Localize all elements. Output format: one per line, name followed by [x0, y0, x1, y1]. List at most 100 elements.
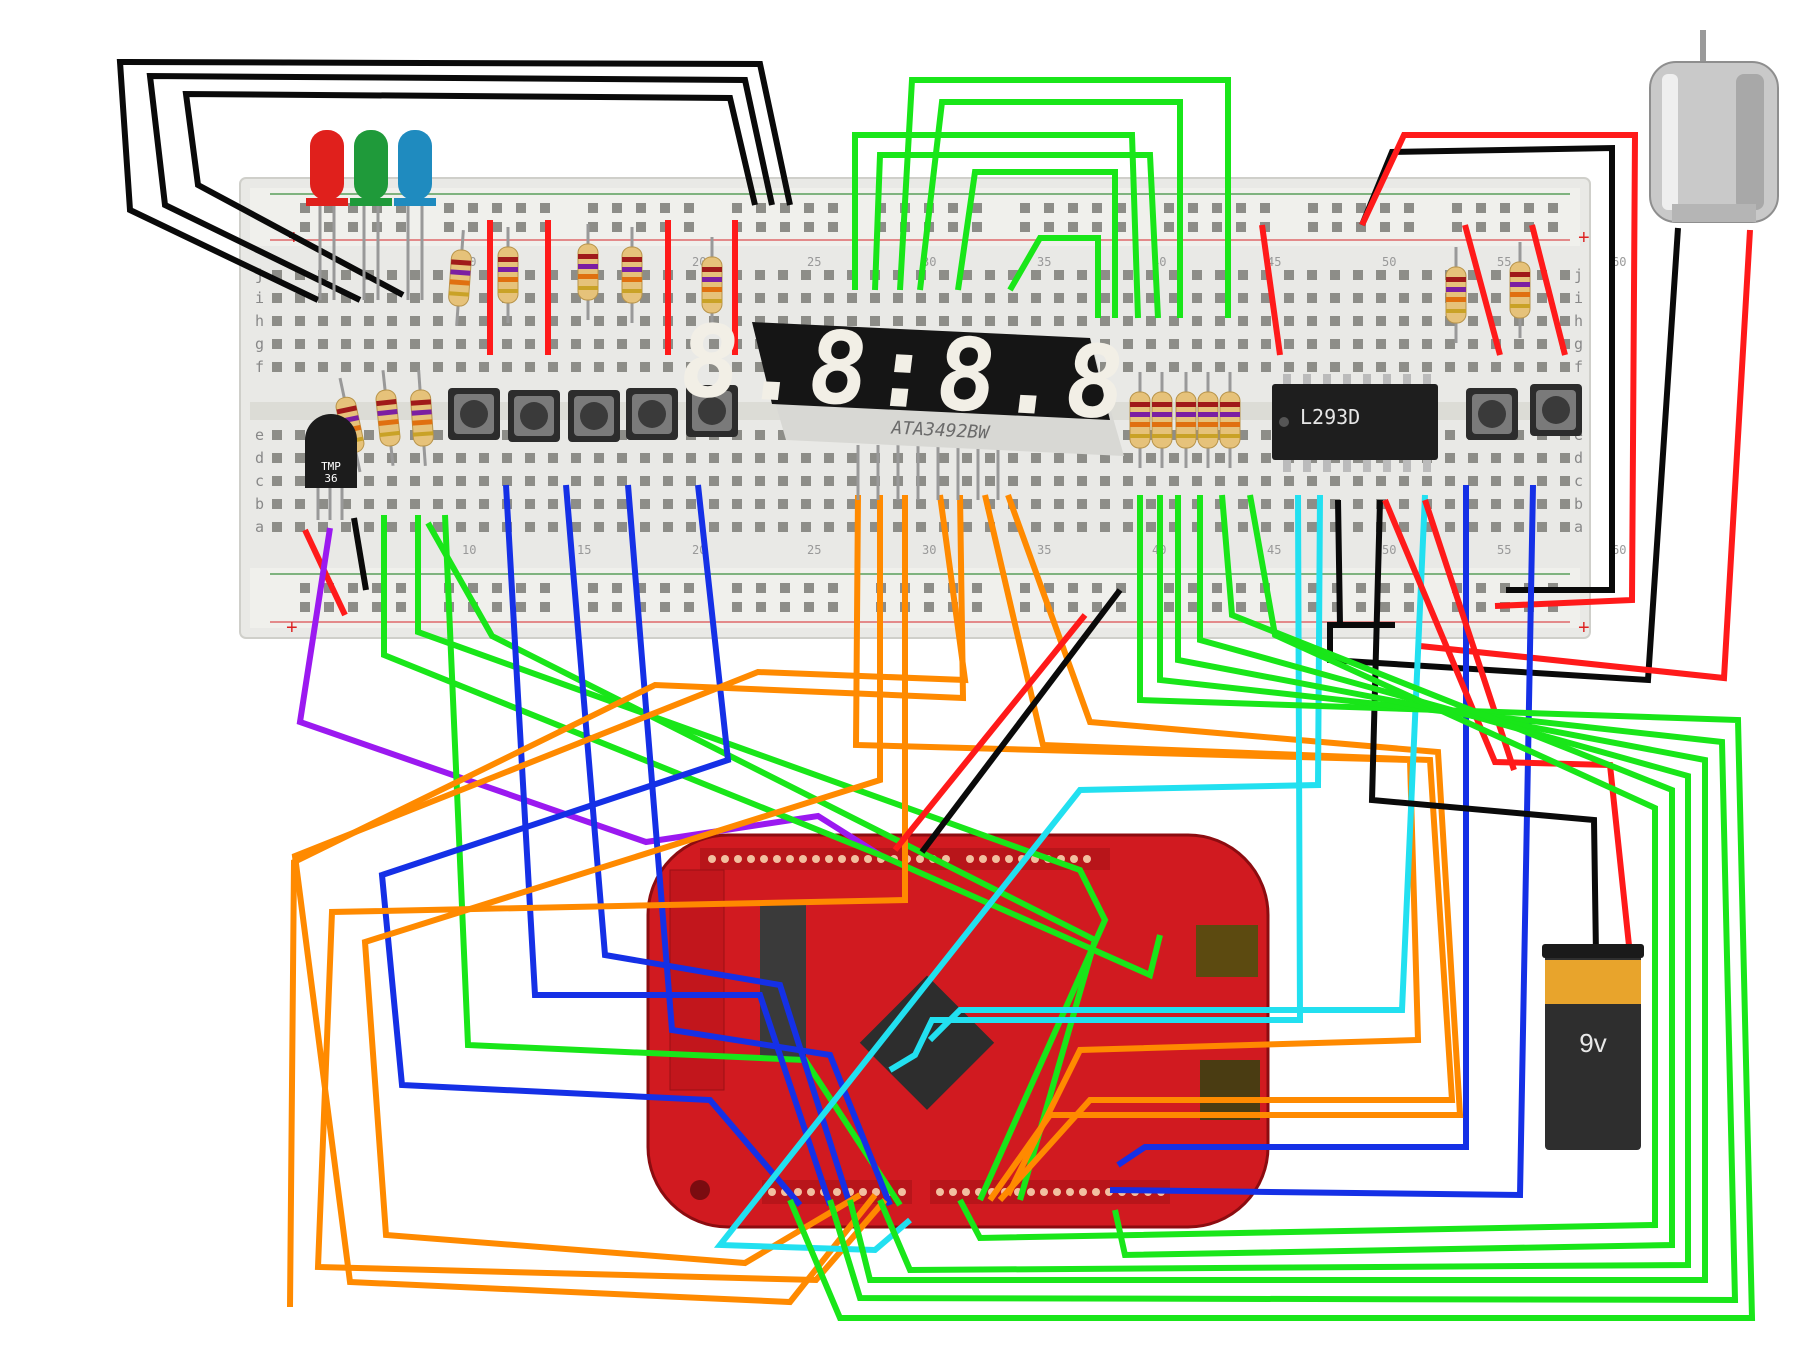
breadboard-hole: [663, 453, 673, 463]
breadboard-hole: [640, 522, 650, 532]
rail-hole: [324, 602, 334, 612]
push-button-cap: [698, 397, 726, 425]
resistor-band: [702, 287, 722, 292]
breadboard-hole: [341, 522, 351, 532]
breadboard-hole: [1054, 476, 1064, 486]
breadboard-hole: [1468, 339, 1478, 349]
rail-hole: [444, 222, 454, 232]
breadboard-hole: [1215, 339, 1225, 349]
board-pad: [859, 1188, 867, 1196]
breadboard-hole: [1491, 499, 1501, 509]
breadboard-hole: [1238, 270, 1248, 280]
board-connector-right: [1200, 1060, 1260, 1120]
breadboard-hole: [272, 453, 282, 463]
breadboard-hole: [1491, 362, 1501, 372]
breadboard-hole: [548, 522, 558, 532]
breadboard-hole: [1560, 270, 1570, 280]
resistors: [335, 224, 1531, 473]
rail-hole: [1236, 602, 1246, 612]
breadboard-hole: [456, 453, 466, 463]
breadboard-hole: [502, 430, 512, 440]
breadboard-hole: [1537, 362, 1547, 372]
wire-orange: [361, 495, 883, 1267]
breadboard-hole: [1560, 362, 1570, 372]
breadboard-hole: [824, 270, 834, 280]
board-pad: [721, 855, 729, 863]
rail-hole: [1164, 203, 1174, 213]
resistor-band: [1220, 422, 1240, 427]
breadboard-hole: [870, 316, 880, 326]
column-number: 30: [922, 543, 936, 557]
motor-driver-pin: [1383, 458, 1391, 472]
breadboard-hole: [479, 522, 489, 532]
board-pad: [1040, 1188, 1048, 1196]
breadboard-hole: [640, 270, 650, 280]
breadboard-hole: [295, 270, 305, 280]
rail-hole: [1524, 203, 1534, 213]
breadboard-hole: [801, 453, 811, 463]
resistor-band: [1176, 412, 1196, 417]
breadboard-hole: [387, 499, 397, 509]
rail-hole: [1452, 222, 1462, 232]
board-pad: [833, 1188, 841, 1196]
breadboard-hole: [295, 362, 305, 372]
breadboard-hole: [1238, 499, 1248, 509]
board-pad: [786, 855, 794, 863]
board-pad: [992, 855, 1000, 863]
breadboard-hole: [1468, 476, 1478, 486]
breadboard-hole: [1215, 270, 1225, 280]
breadboard-hole: [755, 453, 765, 463]
rail-hole: [1212, 203, 1222, 213]
rail-hole: [1068, 222, 1078, 232]
column-number: 35: [1037, 255, 1051, 269]
breadboard-hole: [318, 316, 328, 326]
breadboard-hole: [1123, 522, 1133, 532]
breadboard-hole: [916, 293, 926, 303]
wire-blue: [503, 484, 833, 1206]
breadboard-hole: [1353, 476, 1363, 486]
breadboard-hole: [1537, 476, 1547, 486]
breadboard-hole: [985, 453, 995, 463]
breadboard-hole: [640, 293, 650, 303]
rail-hole: [1548, 602, 1558, 612]
breadboard-hole: [640, 316, 650, 326]
breadboard-hole: [387, 522, 397, 532]
breadboard-hole: [1537, 522, 1547, 532]
breadboard-hole: [1422, 339, 1432, 349]
battery-terminals: [1542, 944, 1644, 958]
breadboard-hole: [1054, 522, 1064, 532]
breadboard-hole: [295, 453, 305, 463]
breadboard-hole: [824, 522, 834, 532]
breadboard-hole: [732, 476, 742, 486]
breadboard-hole: [1192, 476, 1202, 486]
board-pad: [1083, 855, 1091, 863]
resistor-band: [1220, 434, 1240, 438]
led-red: [306, 130, 348, 300]
rail-hole: [1332, 222, 1342, 232]
breadboard-hole: [1123, 316, 1133, 326]
rail-hole: [1020, 203, 1030, 213]
breadboard-hole: [364, 453, 374, 463]
breadboard-hole: [548, 339, 558, 349]
rail-hole: [1332, 203, 1342, 213]
breadboard-hole: [962, 293, 972, 303]
breadboard-hole: [1353, 316, 1363, 326]
breadboard-hole: [1215, 293, 1225, 303]
rail-hole: [324, 222, 334, 232]
push-button: [448, 388, 500, 440]
motor-driver-pin: [1423, 458, 1431, 472]
rail-hole: [804, 602, 814, 612]
breadboard-hole: [870, 453, 880, 463]
rail-hole: [300, 203, 310, 213]
breadboard-hole: [640, 339, 650, 349]
breadboard-hole: [1491, 453, 1501, 463]
resistor-body: [1509, 261, 1531, 319]
breadboard-hole: [801, 522, 811, 532]
sensor-body: [305, 414, 357, 488]
wire-green: [425, 521, 1099, 1201]
wire-green: [852, 132, 1141, 319]
breadboard-hole: [1399, 293, 1409, 303]
breadboard-hole: [364, 430, 374, 440]
breadboard-hole: [1146, 339, 1156, 349]
breadboard-hole: [318, 362, 328, 372]
